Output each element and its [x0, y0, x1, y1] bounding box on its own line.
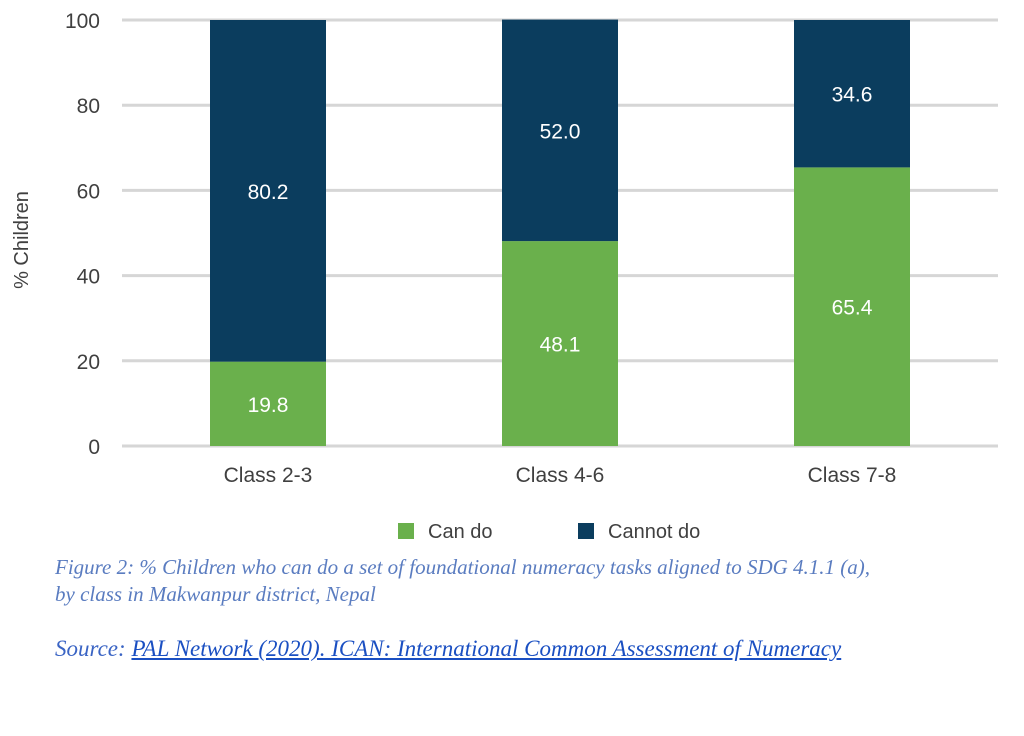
bar-cannot-do [794, 20, 910, 168]
y-tick-label: 100 [65, 10, 100, 33]
y-tick-label: 60 [77, 180, 100, 203]
x-tick-label: Class 4-6 [516, 464, 605, 487]
y-tick-label: 40 [77, 266, 100, 289]
bar-can-do [502, 241, 618, 446]
source-line: Source: PAL Network (2020). ICAN: Intern… [55, 636, 841, 662]
data-label: 80.2 [248, 181, 289, 204]
x-tick-label: Class 2-3 [224, 464, 313, 487]
y-tick-label: 0 [88, 436, 100, 459]
y-tick-label: 80 [77, 95, 100, 118]
stacked-bar-chart: 0 20 40 60 80 100 % Children 19.8 80.2 Class 2-3 4… [11, 10, 998, 543]
bar-cannot-do [210, 20, 326, 362]
legend-label: Cannot do [608, 521, 700, 543]
data-label: 19.8 [248, 394, 289, 417]
data-label: 48.1 [540, 334, 581, 357]
legend-label: Can do [428, 521, 493, 543]
data-label: 65.4 [832, 297, 873, 320]
figure-caption-line2: by class in Makwanpur district, Nepal [55, 582, 376, 606]
y-tick-label: 20 [77, 351, 100, 374]
source-link[interactable]: PAL Network (2020). ICAN: International … [131, 636, 842, 661]
bar-can-do [210, 361, 326, 446]
figure-caption-line1: Figure 2: % Children who can do a set of… [55, 555, 871, 579]
x-tick-label: Class 7-8 [808, 464, 897, 487]
data-label: 34.6 [832, 84, 873, 107]
data-label: 52.0 [540, 120, 581, 143]
source-prefix: Source: [55, 636, 132, 661]
bar-cannot-do [502, 19, 618, 242]
y-axis-label: % Children [11, 191, 33, 289]
legend-swatch [578, 523, 594, 539]
bar-can-do [794, 167, 910, 446]
legend-swatch [398, 523, 414, 539]
